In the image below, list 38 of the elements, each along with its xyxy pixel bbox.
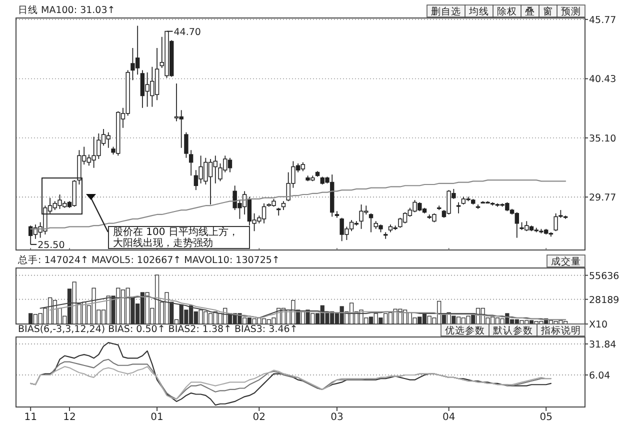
text: 指标说明 (540, 324, 581, 336)
y-tick-label: X10 (589, 320, 608, 330)
text: 除权 (497, 6, 517, 18)
x-tick-label: 03 (330, 412, 344, 423)
candlestick (384, 232, 388, 240)
text: 默认参数 (492, 324, 533, 336)
y-tick-label: 40.43 (589, 74, 616, 86)
y-tick-label: 29.77 (589, 192, 616, 204)
y-tick-label: 31.84 (589, 339, 616, 350)
chart-title: 总手: 147024↑ MAVOL5: 102667↑ MAVOL10: 130725↑ (17, 254, 280, 266)
x-tick-label: 01 (150, 412, 164, 423)
y-tick-label: 45.77 (589, 14, 616, 26)
text: 预测 (561, 6, 581, 18)
x-tick-label: 05 (540, 412, 552, 423)
x-tick-label: 12 (63, 412, 76, 423)
text: 删自选 (431, 6, 461, 18)
candlestick (456, 202, 461, 214)
y-tick-label: 6.04 (589, 370, 610, 382)
x-tick-label: 02 (252, 412, 266, 423)
text: 叠 (525, 6, 535, 18)
y-tick-label: 28189 (589, 294, 620, 306)
line-series (30, 366, 552, 400)
y-tick-label: 35.10 (589, 133, 616, 144)
candlestick (184, 132, 188, 158)
annotation: 25.50 (38, 240, 65, 251)
text: 窗 (543, 6, 553, 18)
y-tick-label: 55636 (589, 270, 620, 282)
candlestick (368, 212, 374, 233)
annotation: 44.70 (174, 26, 201, 38)
chart-title: BIAS(6,-3,3,12,24) BIAS: 0.50↑ BIAS2: 1.38↑ BIAS3: 3.46↑ (18, 324, 298, 335)
x-tick-label: 11 (24, 412, 37, 423)
text: 均线 (468, 6, 489, 18)
text: 成交量 (551, 256, 581, 268)
candlestick (188, 150, 194, 176)
text: 优选参数 (445, 324, 485, 336)
x-tick-label: 04 (442, 412, 456, 423)
chart-title: 日线 MA100: 31.03↑ (18, 4, 116, 16)
annotation: 股价在 100 日平均线上方，大阳线出现，走势强劲 (108, 226, 250, 249)
